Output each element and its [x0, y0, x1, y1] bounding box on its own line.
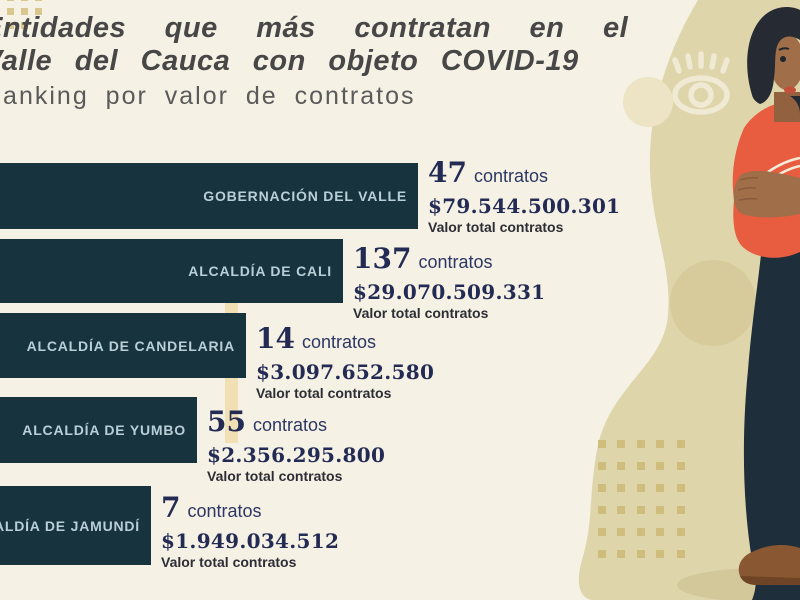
value-caption: Valor total contratos: [161, 554, 297, 570]
contract-count: 137: [353, 242, 412, 275]
value-caption: Valor total contratos: [428, 219, 564, 235]
bar-alcaldia-de-cali: ALCALDÍA DE CALI: [0, 239, 343, 303]
bar-label: ALCALDÍA DE YUMBO: [22, 422, 186, 438]
bar-alcaldia-de-jamundi: ALCALDÍA DE JAMUNDÍ: [0, 486, 151, 565]
eye: [780, 56, 786, 62]
eyebrow: [778, 47, 790, 51]
stats-alcaldia-de-cali: 137 contratos $29.070.509.331 Valor total…: [353, 242, 546, 322]
bar-alcaldia-de-candelaria: ALCALDÍA DE CANDELARIA: [0, 313, 246, 378]
bar-alcaldia-de-yumbo: ALCALDÍA DE YUMBO: [0, 397, 197, 463]
bar-gobernacion-del-valle: GOBERNACIÓN DEL VALLE: [0, 163, 418, 229]
shoe-sole: [740, 576, 800, 585]
contract-count: 47: [428, 156, 467, 189]
pants: [743, 238, 800, 600]
contract-unit-label: contratos: [301, 332, 377, 352]
bar-label: GOBERNACIÓN DEL VALLE: [203, 188, 407, 204]
contract-total-value: $3.097.652.580: [256, 360, 435, 384]
tan-circle: [670, 260, 756, 346]
contract-count: 14: [256, 322, 295, 355]
infographic-title: Entidades que más contratan en el Valle …: [0, 12, 628, 111]
lips: [784, 86, 796, 94]
bar-label: ALCALDÍA DE CANDELARIA: [26, 337, 235, 354]
value-caption: Valor total contratos: [207, 468, 343, 484]
value-caption: Valor total contratos: [256, 385, 392, 401]
contract-count: 55: [207, 405, 246, 438]
forearms: [733, 171, 800, 218]
contract-count: 7: [161, 491, 181, 524]
square-dots-pattern-top-left: [7, 0, 42, 29]
stats-alcaldia-de-candelaria: 14 contratos $3.097.652.580 Valor total c…: [256, 322, 435, 402]
stats-gobernacion-del-valle: 47 contratos $79.544.500.301 Valor total …: [428, 156, 621, 236]
contract-total-value: $1.949.034.512: [161, 529, 340, 553]
stats-alcaldia-de-yumbo: 55 contratos $2.356.295.800 Valor total c…: [207, 405, 386, 485]
hair-back: [790, 96, 800, 114]
title-line-1: Entidades que más contratan en el: [0, 12, 629, 44]
bar-label: ALCALDÍA DE CALI: [188, 263, 332, 279]
title-line-2: Valle del Cauca con objeto COVID-19: [0, 45, 579, 77]
contract-total-value: $2.356.295.800: [207, 443, 386, 467]
square-dots-pattern-bottom: [598, 440, 685, 558]
shoe: [738, 545, 800, 585]
title-subtitle: Ranking por valor de contratos: [0, 82, 416, 110]
face: [770, 34, 800, 90]
contract-unit-label: contratos: [252, 415, 328, 435]
pale-circle: [623, 77, 673, 127]
contract-unit-label: contratos: [187, 501, 262, 521]
contract-unit-label: contratos: [473, 166, 549, 186]
eye-icon: [672, 51, 730, 115]
person-body: [732, 7, 800, 600]
value-caption: Valor total contratos: [353, 305, 489, 321]
contract-total-value: $79.544.500.301: [428, 194, 621, 218]
stats-alcaldia-de-jamundi: 7 contratos $1.949.034.512 Valor total co…: [161, 491, 340, 571]
contract-total-value: $29.070.509.331: [353, 280, 546, 304]
person-with-crossed-arms-illustration: [578, 0, 800, 600]
bar-label: ALCALDÍA DE JAMUNDÍ: [0, 517, 140, 534]
contract-unit-label: contratos: [418, 252, 493, 272]
hair: [747, 7, 800, 105]
